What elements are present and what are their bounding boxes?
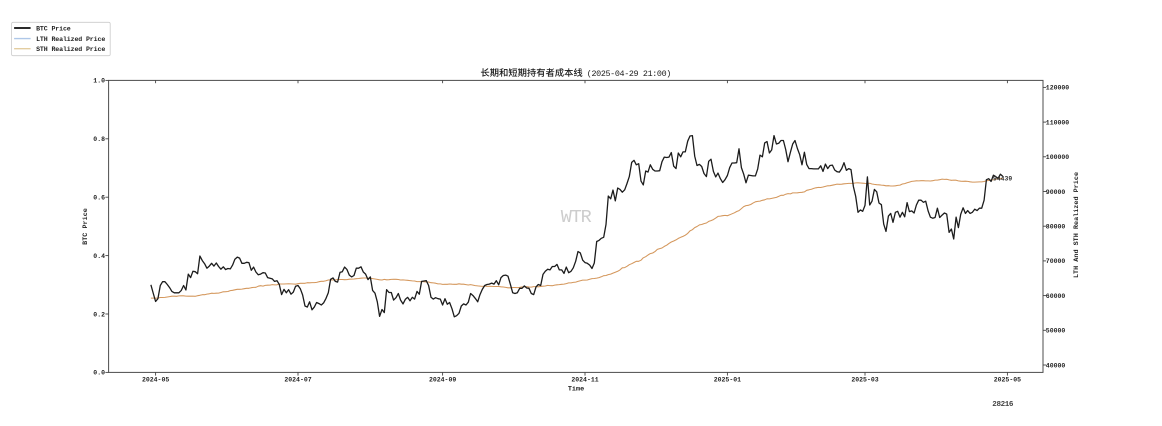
svg-text:70000: 70000: [1046, 258, 1066, 265]
svg-text:2024-07: 2024-07: [284, 377, 311, 384]
svg-text:0.8: 0.8: [93, 136, 105, 143]
svg-text:100000: 100000: [1046, 154, 1070, 161]
svg-text:60000: 60000: [1046, 293, 1066, 300]
svg-text:2025-05: 2025-05: [994, 377, 1021, 384]
svg-text:LTH Realized Price: LTH Realized Price: [36, 36, 105, 43]
svg-text:0.0: 0.0: [93, 370, 105, 377]
svg-text:110000: 110000: [1046, 119, 1070, 126]
svg-text:WTR: WTR: [561, 207, 592, 228]
svg-text:90000: 90000: [1046, 189, 1066, 196]
svg-text:2024-09: 2024-09: [429, 377, 456, 384]
svg-text:Time: Time: [568, 386, 584, 394]
svg-text:2025-03: 2025-03: [851, 377, 878, 384]
svg-text:2025-01: 2025-01: [714, 377, 741, 384]
svg-text:0.2: 0.2: [93, 311, 105, 318]
svg-text:94439: 94439: [993, 176, 1012, 183]
svg-text:40000: 40000: [1046, 362, 1066, 369]
svg-text:28216: 28216: [992, 401, 1014, 409]
svg-text:80000: 80000: [1046, 224, 1066, 231]
svg-text:BTC Price: BTC Price: [82, 208, 90, 245]
svg-text:STH Realized Price: STH Realized Price: [36, 46, 105, 53]
svg-text:LTH And STH Realized Price: LTH And STH Realized Price: [1073, 172, 1081, 278]
svg-text:2024-05: 2024-05: [142, 377, 169, 384]
svg-text:1.0: 1.0: [93, 78, 105, 85]
svg-text:BTC Price: BTC Price: [36, 25, 71, 32]
svg-text:(2025-04-29 21:00): (2025-04-29 21:00): [587, 69, 671, 79]
svg-text:50000: 50000: [1046, 328, 1066, 335]
svg-text:0.6: 0.6: [93, 195, 105, 202]
svg-text:0.4: 0.4: [93, 253, 105, 260]
svg-text:2024-11: 2024-11: [571, 377, 598, 384]
svg-text:120000: 120000: [1046, 85, 1070, 92]
